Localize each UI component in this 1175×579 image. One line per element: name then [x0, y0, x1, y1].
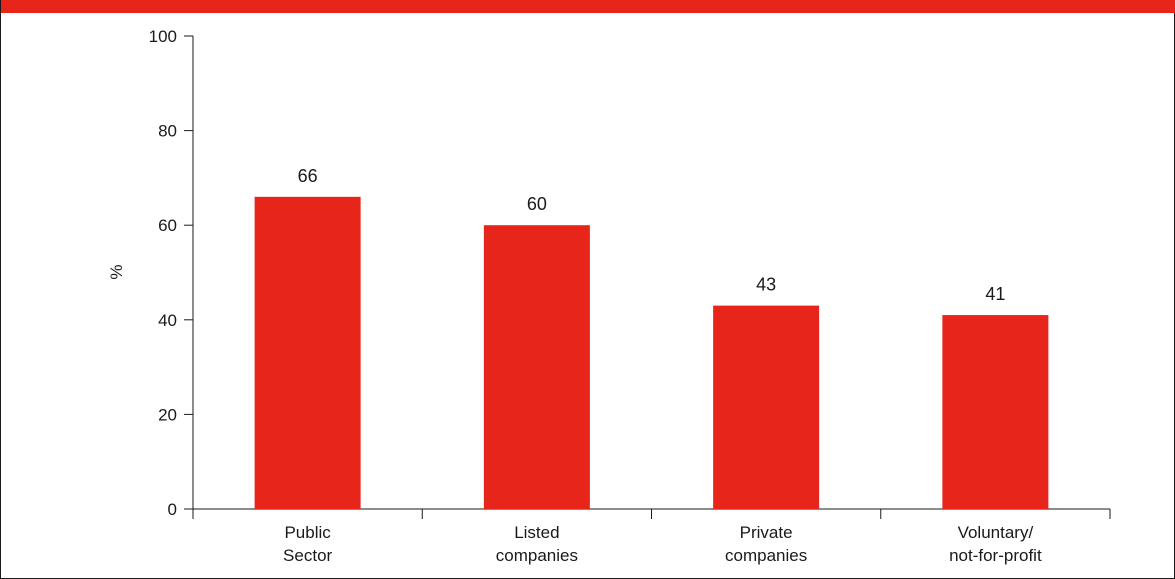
category-label: Listed [514, 523, 559, 542]
category-label: Private [740, 523, 793, 542]
bar-value-label: 41 [985, 284, 1005, 304]
data-labels: 66 60 43 41 [298, 166, 1006, 304]
bar-value-label: 60 [527, 194, 547, 214]
y-tick-label: 60 [158, 216, 177, 235]
y-tick-label: 0 [168, 500, 177, 519]
y-tick-label: 20 [158, 405, 177, 424]
y-axis-label: % [107, 264, 126, 279]
category-label: Sector [283, 546, 332, 565]
y-tick-label: 100 [149, 27, 177, 46]
category-label: Voluntary/ [958, 523, 1034, 542]
bar [254, 196, 361, 509]
y-tick-label: 40 [158, 311, 177, 330]
y-axis: 0 20 40 60 80 100 [149, 27, 194, 519]
category-label: Public [284, 523, 331, 542]
x-axis [192, 508, 1111, 519]
bar-value-label: 66 [298, 166, 318, 186]
bar-value-label: 43 [756, 275, 776, 295]
bars [254, 196, 1049, 509]
category-label: companies [725, 546, 807, 565]
bar [942, 315, 1049, 509]
category-label: not-for-profit [949, 546, 1042, 565]
figure-header-bar [1, 0, 1175, 13]
category-labels: Public Sector Listed companies Private compan… [283, 523, 1042, 565]
bar [713, 305, 820, 509]
bar [483, 225, 590, 509]
category-label: companies [496, 546, 578, 565]
y-tick-label: 80 [158, 122, 177, 141]
